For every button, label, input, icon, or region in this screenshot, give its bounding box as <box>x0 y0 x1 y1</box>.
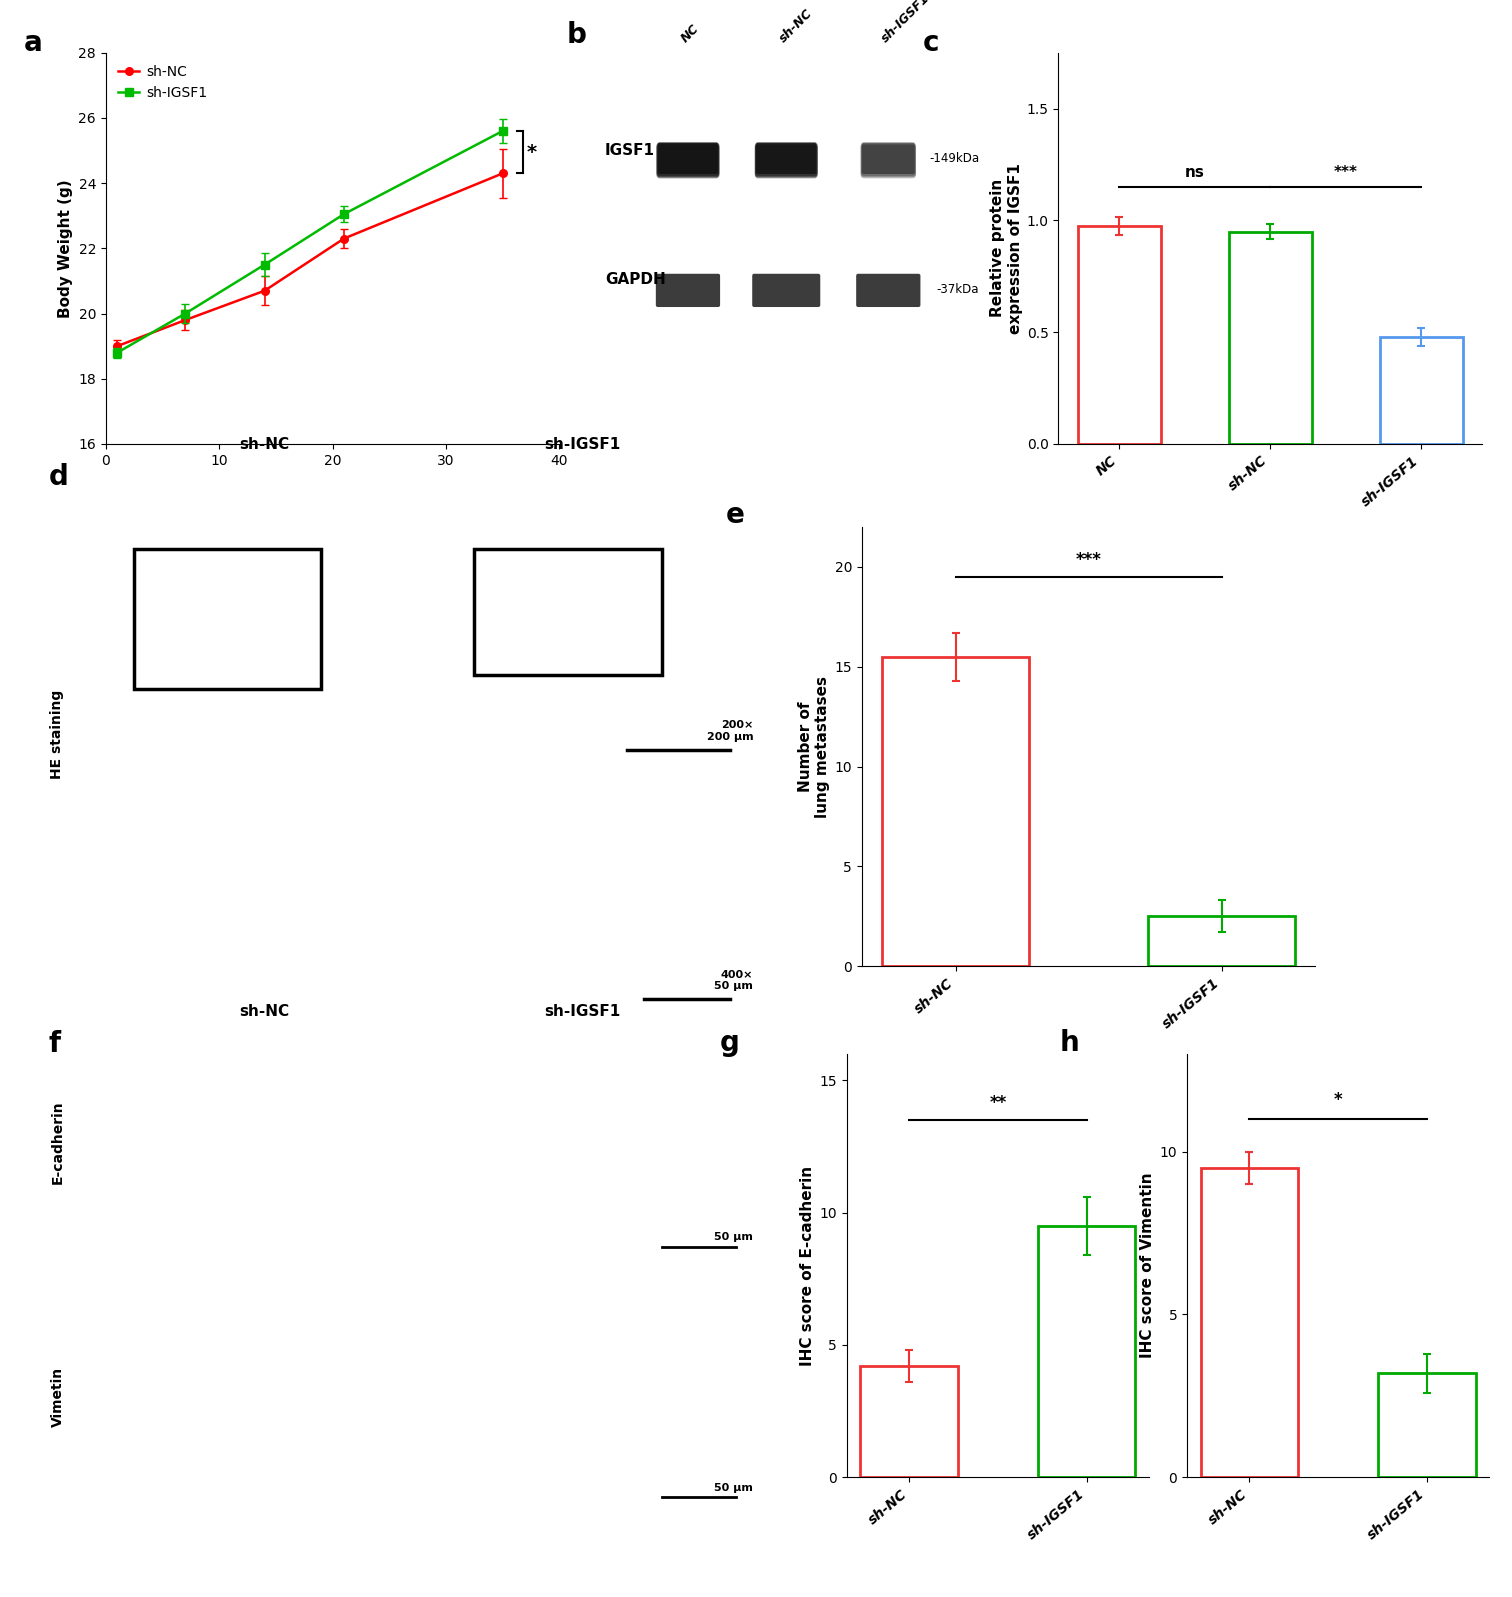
Line: sh-NC: sh-NC <box>113 169 507 350</box>
Text: 50 μm: 50 μm <box>715 1233 753 1242</box>
Line: sh-IGSF1: sh-IGSF1 <box>113 128 507 356</box>
sh-NC <box>493 164 511 184</box>
Bar <box>1377 1373 1476 1477</box>
Bar <box>1149 917 1294 966</box>
Bar <box>135 549 322 688</box>
Text: sh-IGSF1: sh-IGSF1 <box>544 1005 620 1019</box>
Y-axis label: Relative protein
expression of IGSF1: Relative protein expression of IGSF1 <box>990 163 1022 334</box>
Text: ***: *** <box>1075 551 1102 569</box>
Text: d: d <box>48 463 68 492</box>
Y-axis label: Body Weight (g): Body Weight (g) <box>57 179 73 318</box>
FancyBboxPatch shape <box>754 142 818 176</box>
Text: c: c <box>922 29 939 57</box>
Text: *: * <box>526 142 537 161</box>
FancyBboxPatch shape <box>753 273 821 307</box>
sh-NC <box>334 228 352 248</box>
Y-axis label: IHC score of E-cadherin: IHC score of E-cadherin <box>800 1166 815 1365</box>
Text: e: e <box>726 501 744 529</box>
Text: **: ** <box>989 1094 1007 1112</box>
Text: IGSF1: IGSF1 <box>605 144 655 158</box>
Text: GAPDH: GAPDH <box>605 271 665 287</box>
Text: HE staining: HE staining <box>50 690 65 779</box>
FancyBboxPatch shape <box>656 145 720 179</box>
sh-IGSF1 <box>256 256 274 275</box>
Text: f: f <box>48 1030 60 1059</box>
Bar <box>883 656 1028 966</box>
FancyBboxPatch shape <box>656 273 720 307</box>
Text: -149kDa: -149kDa <box>928 152 980 164</box>
sh-NC <box>256 281 274 300</box>
Bar <box>1229 232 1311 444</box>
sh-IGSF1 <box>493 121 511 141</box>
Text: NC: NC <box>679 22 702 45</box>
Bar <box>475 549 662 674</box>
Text: ***: *** <box>1334 164 1358 180</box>
Text: -37kDa: -37kDa <box>936 283 980 295</box>
Text: *: * <box>1334 1091 1343 1110</box>
sh-NC <box>109 337 127 356</box>
FancyBboxPatch shape <box>656 144 720 177</box>
sh-IGSF1 <box>109 343 127 363</box>
Bar <box>860 1365 959 1477</box>
Text: 200×
200 μm: 200× 200 μm <box>706 720 753 741</box>
FancyBboxPatch shape <box>860 142 916 176</box>
FancyBboxPatch shape <box>754 145 818 179</box>
Text: sh-IGSF1: sh-IGSF1 <box>544 438 620 452</box>
sh-IGSF1 <box>175 303 194 323</box>
Text: 400×
50 μm: 400× 50 μm <box>715 969 753 992</box>
Bar <box>1201 1167 1299 1477</box>
Text: a: a <box>24 29 42 57</box>
Legend: sh-NC, sh-IGSF1: sh-NC, sh-IGSF1 <box>113 59 213 105</box>
Text: sh-NC: sh-NC <box>239 438 290 452</box>
Text: sh-IGSF1: sh-IGSF1 <box>878 0 933 45</box>
Y-axis label: IHC score of Vimentin: IHC score of Vimentin <box>1140 1172 1155 1359</box>
sh-IGSF1 <box>334 204 352 224</box>
Text: Vimetin: Vimetin <box>50 1367 65 1428</box>
FancyBboxPatch shape <box>862 142 915 174</box>
FancyBboxPatch shape <box>656 142 720 176</box>
FancyBboxPatch shape <box>658 142 718 174</box>
Text: h: h <box>1060 1028 1080 1057</box>
FancyBboxPatch shape <box>756 142 816 174</box>
Text: b: b <box>567 21 587 50</box>
FancyBboxPatch shape <box>860 145 916 179</box>
Bar <box>1037 1226 1136 1477</box>
Bar <box>1078 227 1161 444</box>
Text: ns: ns <box>1185 164 1205 180</box>
FancyBboxPatch shape <box>860 144 916 177</box>
Text: 50 μm: 50 μm <box>715 1482 753 1493</box>
Text: sh-NC: sh-NC <box>239 1005 290 1019</box>
sh-NC <box>175 310 194 329</box>
Y-axis label: Number of
lung metastases: Number of lung metastases <box>798 676 830 818</box>
FancyBboxPatch shape <box>856 273 921 307</box>
Text: sh-NC: sh-NC <box>777 6 815 45</box>
Text: E-cadherin: E-cadherin <box>50 1100 65 1183</box>
FancyBboxPatch shape <box>754 144 818 177</box>
Bar <box>1379 337 1462 444</box>
Text: g: g <box>720 1028 739 1057</box>
